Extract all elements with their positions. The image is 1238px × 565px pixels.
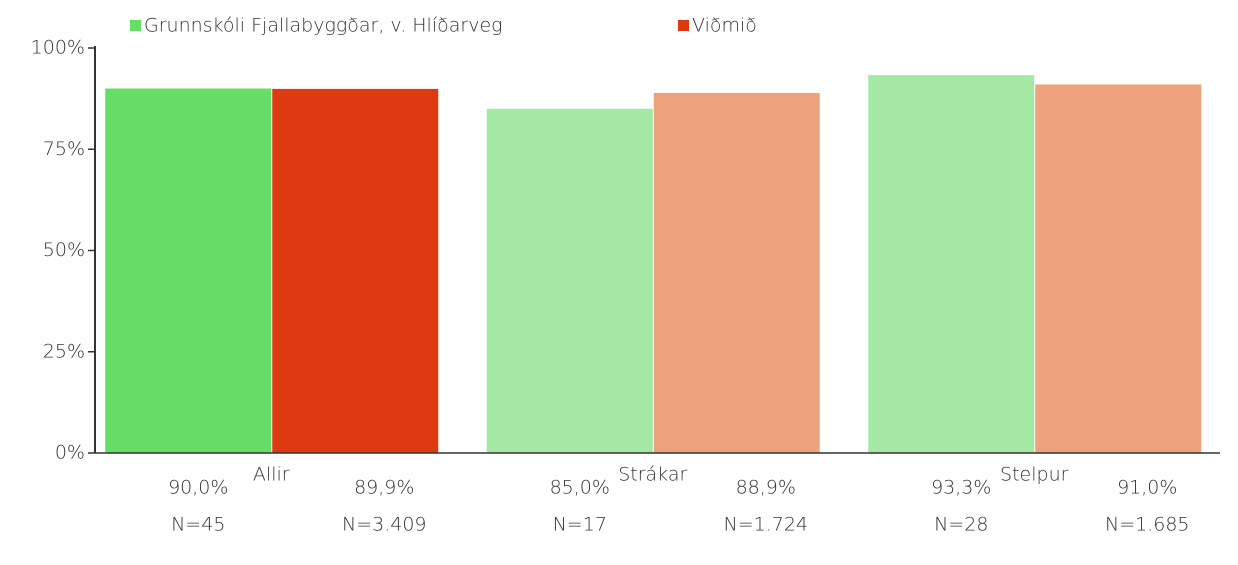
value-label: 85,0% [550,477,610,499]
y-tick-label: 50% [43,239,85,261]
y-tick-label: 100% [31,37,85,59]
x-tick-label: Allir [253,464,290,486]
value-label: 91,0% [1117,477,1177,499]
y-tick-label: 25% [43,340,85,362]
n-label: N=1.685 [1105,514,1190,536]
legend-swatch [678,20,689,31]
y-tick-label: 0% [55,442,85,464]
value-label: 89,9% [354,477,414,499]
n-label: N=1.724 [723,514,808,536]
x-tick-label: Strákar [618,464,687,486]
bar [105,88,272,453]
value-label: 88,9% [736,477,796,499]
x-tick-label: Stelpur [1000,464,1069,486]
legend-swatch [130,20,141,31]
bar [653,92,820,453]
n-label: N=17 [553,514,607,536]
value-label: 90,0% [168,477,228,499]
bar [272,88,439,453]
n-label: N=28 [934,514,988,536]
y-tick-label: 75% [43,138,85,160]
legend-label: Grunnskóli Fjallabyggðar, v. Hlíðarveg [144,15,503,37]
n-label: N=3.409 [342,514,427,536]
legend-label: Viðmið [692,15,757,37]
bar [868,75,1035,453]
bar [486,108,653,453]
bar [1035,84,1202,453]
value-label: 93,3% [931,477,991,499]
n-label: N=45 [171,514,225,536]
